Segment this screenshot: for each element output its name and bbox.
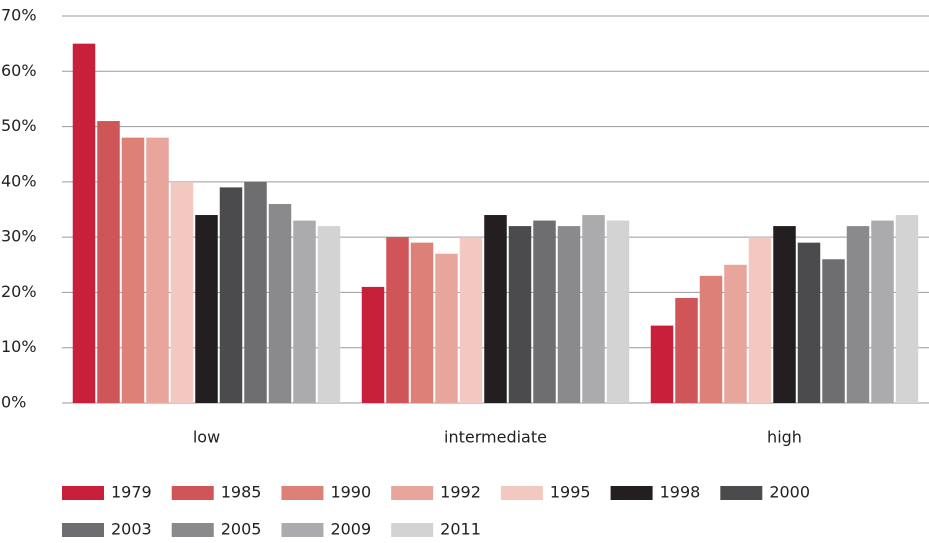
- bar: [699, 275, 723, 403]
- legend-swatch: [500, 486, 543, 500]
- bar: [219, 187, 243, 403]
- bar: [386, 237, 409, 403]
- x-tick-label: high: [767, 428, 802, 447]
- legend-label: 1985: [221, 483, 262, 502]
- bar: [650, 325, 674, 403]
- bar: [195, 215, 218, 403]
- x-tick-label: intermediate: [444, 428, 547, 447]
- y-tick-label: 0%: [1, 393, 26, 412]
- legend-swatch: [610, 486, 653, 500]
- bar: [244, 181, 267, 403]
- bar: [797, 242, 821, 403]
- legend-label: 2003: [111, 520, 152, 539]
- y-tick-label: 10%: [1, 337, 37, 356]
- bar: [72, 43, 96, 404]
- bar: [146, 137, 169, 403]
- legend-label: 2009: [330, 520, 371, 539]
- bar: [121, 137, 145, 403]
- bar: [293, 220, 316, 403]
- bar: [773, 226, 796, 403]
- bar: [508, 226, 532, 403]
- legend-swatch: [62, 486, 104, 500]
- bar: [557, 226, 581, 403]
- bar: [606, 220, 630, 403]
- y-tick-label: 60%: [1, 61, 37, 80]
- legend-label: 1990: [330, 483, 371, 502]
- bar: [361, 286, 385, 403]
- bar: [268, 203, 292, 403]
- bar: [410, 242, 434, 403]
- y-tick-label: 70%: [1, 6, 37, 25]
- legend-swatch: [281, 486, 324, 500]
- bar: [675, 297, 698, 403]
- bar: [822, 259, 845, 403]
- bar: [871, 220, 894, 403]
- legend-swatch: [62, 523, 104, 537]
- bar: [846, 226, 870, 403]
- bar: [317, 226, 341, 403]
- legend-swatch: [171, 486, 214, 500]
- bar: [435, 253, 458, 403]
- legend-label: 1992: [440, 483, 481, 502]
- bar: [533, 220, 556, 403]
- legend-swatch: [281, 523, 324, 537]
- bar: [748, 237, 772, 403]
- legend-label: 2000: [769, 483, 810, 502]
- legend-swatch: [391, 523, 434, 537]
- bar: [895, 215, 919, 403]
- x-tick-label: low: [193, 428, 220, 447]
- legend-label: 1998: [660, 483, 701, 502]
- y-tick-label: 20%: [1, 282, 37, 301]
- legend-label: 2011: [440, 520, 481, 539]
- legend-swatch: [391, 486, 434, 500]
- y-tick-label: 50%: [1, 116, 37, 135]
- legend-label: 2005: [221, 520, 262, 539]
- bar: [97, 121, 120, 404]
- bar: [582, 215, 605, 403]
- legend-swatch: [720, 486, 763, 500]
- legend-swatch: [171, 523, 214, 537]
- legend-label: 1995: [550, 483, 591, 502]
- bar: [724, 264, 747, 403]
- y-tick-label: 40%: [1, 171, 37, 190]
- bar: [170, 181, 194, 403]
- bar: [459, 237, 483, 403]
- y-tick-label: 30%: [1, 227, 37, 246]
- legend-label: 1979: [111, 483, 152, 502]
- bar: [484, 215, 507, 403]
